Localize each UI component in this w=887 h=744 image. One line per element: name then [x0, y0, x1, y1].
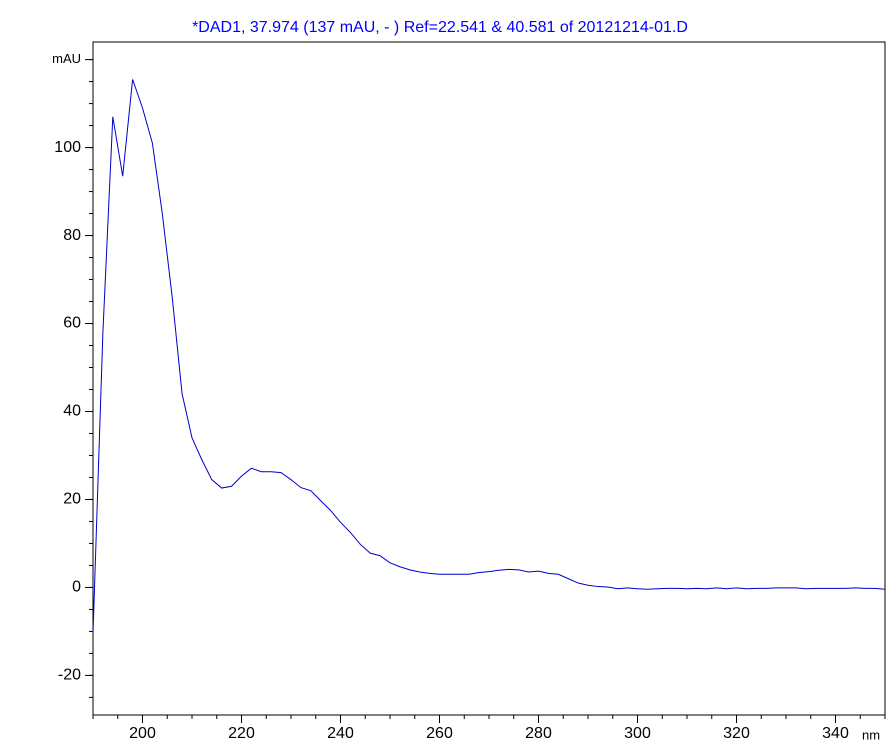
x-tick-label: 240: [327, 725, 354, 742]
y-tick-label: 80: [63, 227, 81, 244]
x-tick-label: 200: [129, 725, 156, 742]
y-tick-label: 0: [72, 579, 81, 596]
y-tick-label: 100: [54, 139, 81, 156]
plot-frame: [92, 41, 886, 716]
chart-title: *DAD1, 37.974 (137 mAU, - ) Ref=22.541 &…: [192, 19, 688, 36]
x-tick-label: 320: [723, 725, 750, 742]
x-tick-label: 340: [822, 725, 849, 742]
x-axis-label: nm: [862, 727, 880, 742]
y-tick-label: mAU: [52, 51, 81, 66]
y-tick-label: 60: [63, 315, 81, 332]
x-tick-label: 280: [525, 725, 552, 742]
y-tick-label: -20: [58, 667, 81, 684]
x-tick-label: 260: [426, 725, 453, 742]
y-tick-label: 20: [63, 491, 81, 508]
spectrum-line: [92, 79, 886, 634]
x-tick-label: 300: [624, 725, 651, 742]
y-tick-label: 40: [63, 403, 81, 420]
x-tick-label: 220: [228, 725, 255, 742]
